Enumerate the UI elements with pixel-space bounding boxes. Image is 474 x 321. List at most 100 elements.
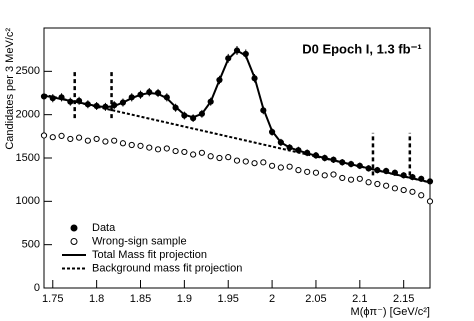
data-point — [102, 103, 109, 110]
wrong-sign-point — [67, 135, 74, 143]
x-tick-label: 2.05 — [305, 293, 326, 305]
wrong-sign-point — [418, 192, 425, 199]
wrong-sign-point — [163, 145, 170, 152]
data-point — [251, 75, 258, 82]
wrong-sign-point — [154, 146, 162, 153]
wrong-sign-point — [400, 186, 407, 194]
data-point — [75, 97, 83, 104]
wrong-sign-point — [181, 148, 188, 156]
wrong-sign-point — [233, 157, 241, 164]
data-point — [277, 139, 284, 146]
data-point — [295, 147, 302, 154]
data-point — [172, 104, 179, 111]
wrong-sign-point — [242, 158, 249, 165]
wrong-sign-point — [312, 169, 320, 176]
data-point — [312, 152, 320, 159]
data-point — [426, 178, 434, 185]
data-point — [163, 94, 170, 101]
y-tick-label: 1000 — [16, 195, 40, 207]
x-tick-label: 2 — [269, 293, 275, 305]
legend-label: Wrong-sign sample — [92, 235, 187, 247]
data-point — [146, 89, 153, 96]
wrong-sign-point — [102, 138, 109, 145]
data-point — [268, 128, 276, 136]
data-point — [49, 95, 56, 102]
wrong-sign-point — [207, 153, 214, 160]
wrong-sign-point — [374, 180, 381, 188]
wrong-sign-point — [356, 175, 363, 182]
data-point — [365, 165, 372, 172]
x-tick-label: 2.1 — [352, 293, 367, 305]
data-point — [374, 167, 381, 174]
chart-title: D0 Epoch I, 1.3 fb⁻¹ — [302, 41, 422, 56]
data-point — [40, 93, 48, 100]
wrong-sign-point — [426, 198, 434, 205]
data-point — [181, 112, 188, 119]
wrong-sign-point — [304, 168, 311, 175]
data-point — [409, 173, 416, 181]
data-point — [137, 91, 144, 98]
data-point — [198, 110, 206, 117]
y-tick-label: 2000 — [16, 109, 40, 121]
data-point — [383, 167, 390, 175]
wrong-sign-point — [260, 159, 267, 166]
wrong-sign-point — [198, 149, 206, 156]
wrong-sign-point — [137, 142, 144, 149]
data-point — [93, 102, 100, 110]
x-tick-label: 1.8 — [89, 293, 104, 305]
data-point — [242, 50, 249, 58]
data-point — [207, 98, 214, 105]
background-fit-line — [43, 93, 431, 184]
data-point — [391, 169, 399, 176]
wrong-sign-point — [321, 172, 328, 179]
wrong-sign-point — [172, 147, 179, 155]
x-tick-label: 1.95 — [218, 293, 239, 305]
legend-label: Total Mass fit projection — [92, 249, 207, 261]
wrong-sign-point — [75, 134, 83, 141]
legend-label: Data — [92, 222, 116, 234]
wrong-sign-point — [190, 151, 197, 158]
wrong-sign-point — [225, 154, 232, 161]
data-point — [356, 162, 363, 169]
wrong-sign-point — [111, 137, 118, 144]
data-point — [347, 160, 355, 168]
legend-marker — [70, 238, 78, 245]
legend-marker — [70, 224, 78, 232]
wrong-sign-point — [330, 171, 337, 178]
wrong-sign-point — [49, 134, 56, 141]
x-tick-label: 1.75 — [42, 293, 63, 305]
x-tick-label: 1.9 — [177, 293, 192, 305]
wrong-sign-point — [119, 140, 127, 147]
data-point — [286, 144, 293, 151]
data-point — [84, 101, 91, 108]
data-point — [233, 47, 241, 54]
data-point — [216, 76, 223, 84]
wrong-sign-point — [251, 160, 258, 167]
x-tick-label: 1.85 — [130, 293, 151, 305]
data-point — [111, 102, 118, 109]
wrong-sign-point — [93, 135, 100, 143]
y-axis-label: Candidates per 3 MeV/c² — [4, 28, 16, 150]
data-point — [67, 98, 74, 105]
x-tick-label: 2.15 — [393, 293, 414, 305]
data-point — [119, 99, 127, 106]
x-axis-label: M(ϕπ⁻) [GeV/c²] — [351, 306, 430, 318]
data-point — [330, 156, 337, 163]
wrong-sign-point — [365, 179, 372, 186]
wrong-sign-point — [295, 167, 302, 174]
data-point — [418, 175, 425, 182]
wrong-sign-point — [391, 185, 399, 192]
wrong-sign-point — [339, 174, 346, 182]
wrong-sign-point — [84, 137, 91, 144]
data-point — [225, 55, 232, 62]
data-point — [400, 172, 407, 179]
wrong-sign-point — [286, 163, 293, 170]
wrong-sign-point — [40, 132, 48, 139]
wrong-sign-point — [146, 144, 153, 151]
wrong-sign-point — [383, 182, 390, 189]
wrong-sign-point — [216, 154, 223, 162]
data-point — [304, 149, 311, 156]
data-point — [128, 94, 135, 101]
y-tick-label: 2500 — [16, 65, 40, 77]
